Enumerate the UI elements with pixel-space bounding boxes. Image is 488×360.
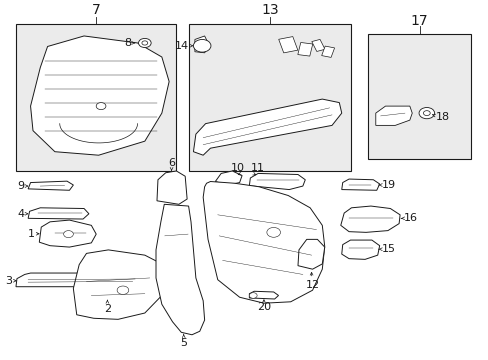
- Text: 7: 7: [92, 3, 101, 17]
- Text: 3: 3: [5, 276, 12, 286]
- Polygon shape: [28, 181, 73, 190]
- Polygon shape: [278, 37, 297, 53]
- Polygon shape: [297, 239, 324, 269]
- Polygon shape: [39, 220, 96, 247]
- Text: 18: 18: [435, 112, 449, 122]
- Circle shape: [138, 39, 151, 48]
- Circle shape: [418, 108, 434, 119]
- Polygon shape: [30, 36, 169, 155]
- Circle shape: [249, 293, 257, 298]
- Text: 9: 9: [17, 181, 24, 191]
- Circle shape: [266, 228, 280, 237]
- Text: 11: 11: [250, 163, 264, 173]
- Text: 16: 16: [403, 213, 417, 223]
- Circle shape: [63, 231, 73, 238]
- Text: 10: 10: [230, 163, 244, 173]
- Polygon shape: [215, 171, 242, 185]
- Polygon shape: [341, 179, 379, 190]
- Bar: [188, 24, 351, 171]
- Text: 15: 15: [381, 244, 395, 254]
- Polygon shape: [321, 46, 334, 57]
- Polygon shape: [375, 106, 411, 125]
- Polygon shape: [249, 174, 305, 190]
- Polygon shape: [16, 273, 146, 287]
- Bar: [368, 34, 469, 159]
- Polygon shape: [28, 208, 89, 219]
- Polygon shape: [73, 250, 166, 319]
- Polygon shape: [203, 181, 324, 303]
- Polygon shape: [340, 206, 399, 232]
- Polygon shape: [297, 42, 312, 56]
- Text: 17: 17: [410, 14, 427, 28]
- Bar: [16, 24, 176, 171]
- Circle shape: [423, 111, 429, 116]
- Polygon shape: [311, 39, 325, 51]
- Circle shape: [117, 286, 128, 294]
- Circle shape: [193, 40, 210, 52]
- Polygon shape: [341, 240, 379, 259]
- Polygon shape: [156, 204, 204, 335]
- Polygon shape: [249, 291, 278, 299]
- Circle shape: [96, 103, 106, 109]
- Text: 8: 8: [124, 38, 131, 48]
- Polygon shape: [195, 36, 209, 53]
- Polygon shape: [157, 171, 187, 204]
- Text: 1: 1: [27, 229, 34, 239]
- Polygon shape: [193, 99, 341, 155]
- Text: 2: 2: [103, 304, 111, 314]
- Text: 14: 14: [175, 41, 189, 51]
- Text: 6: 6: [168, 158, 175, 168]
- Text: 12: 12: [305, 280, 319, 290]
- Text: 13: 13: [261, 3, 278, 17]
- Text: 19: 19: [381, 180, 395, 190]
- Text: 5: 5: [180, 338, 187, 347]
- Text: 4: 4: [17, 209, 24, 219]
- Text: 20: 20: [256, 302, 270, 312]
- Circle shape: [142, 41, 147, 45]
